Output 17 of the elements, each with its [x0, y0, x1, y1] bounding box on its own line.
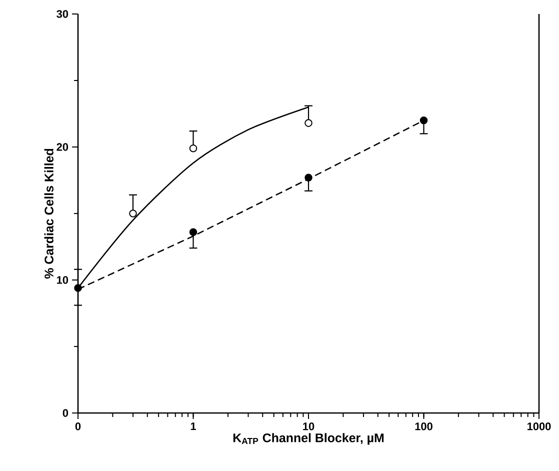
y-axis-title: % Cardiac Cells Killed [44, 148, 54, 279]
point [420, 116, 428, 124]
x-tick-label: 0 [75, 422, 81, 430]
point [189, 228, 198, 236]
y-tick-label: 30 [56, 10, 68, 18]
y-tick-label: 10 [57, 276, 68, 284]
y-tick-label: 0 [62, 409, 68, 417]
x-tick-label: 100 [415, 422, 432, 430]
point [304, 174, 312, 182]
point [74, 284, 82, 292]
x-tick-label: 10 [303, 422, 314, 430]
x-axis-title: K$_{ATP}$ Channel Blocker, µM [233, 433, 384, 445]
y-tick-label: 20 [56, 143, 68, 151]
x-tick-label: 1 [190, 422, 196, 430]
point [304, 119, 312, 127]
x-tick-label: 1000 [528, 422, 551, 430]
point [189, 144, 198, 152]
